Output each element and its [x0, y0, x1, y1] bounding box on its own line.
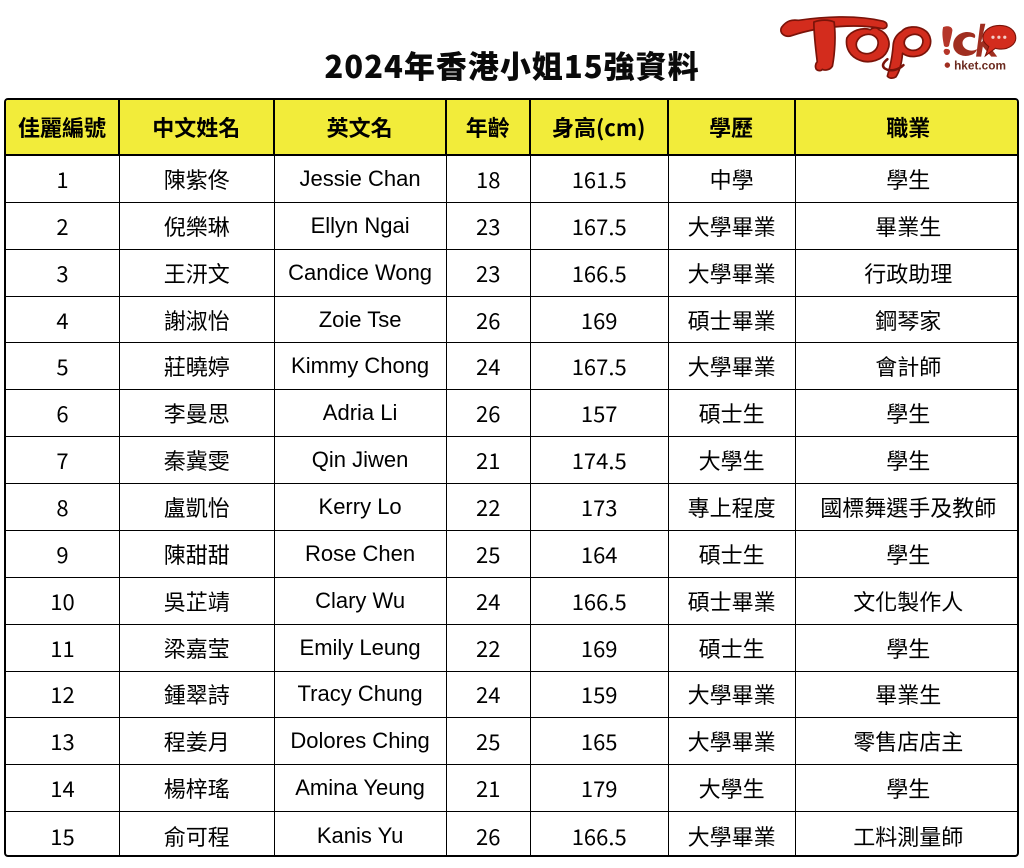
svg-text:hket.com: hket.com: [954, 58, 1006, 72]
